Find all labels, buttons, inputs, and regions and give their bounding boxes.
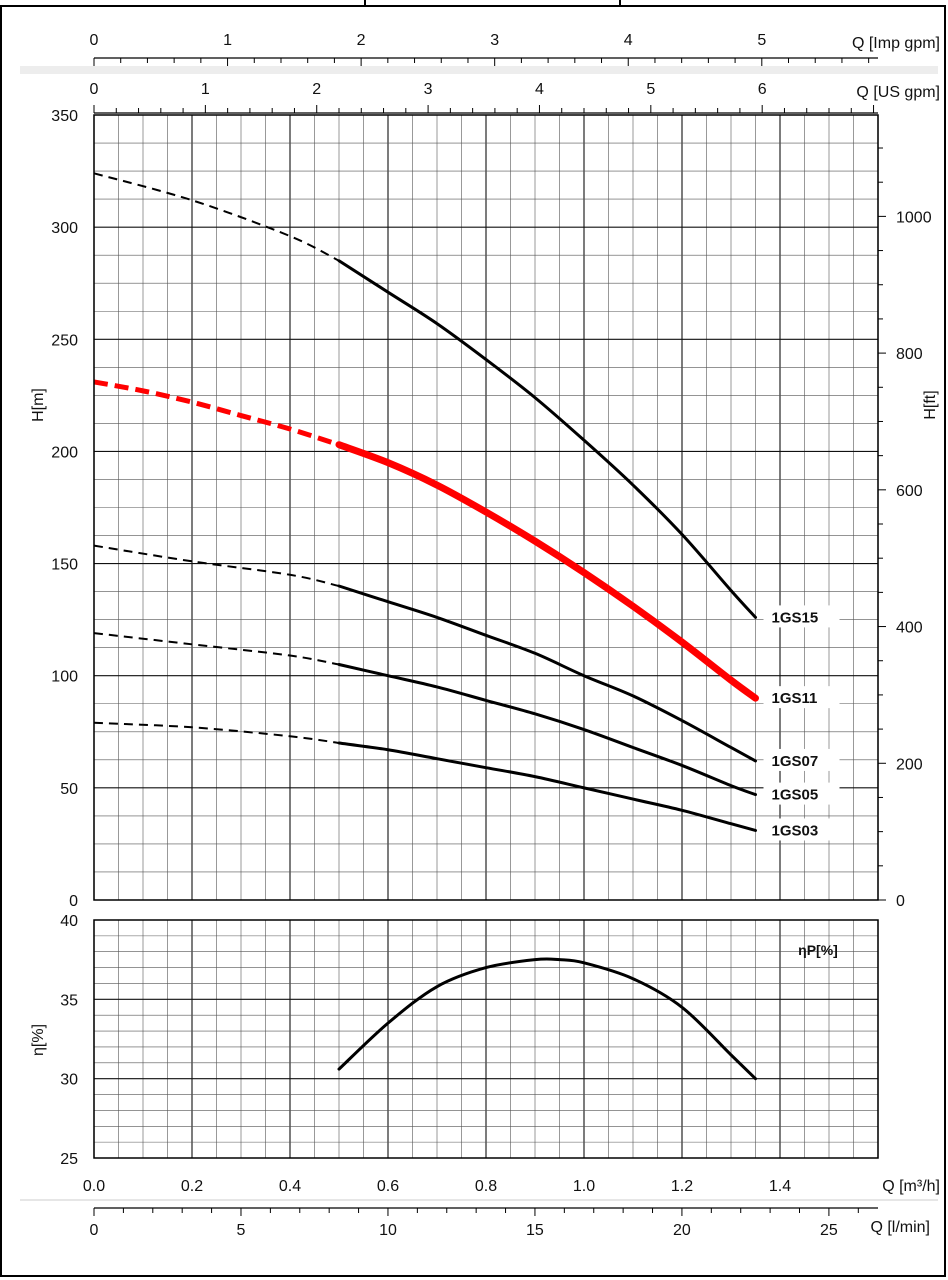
- curve-label-1GS03: 1GS03: [772, 822, 819, 839]
- head-y-tick-label: 50: [60, 781, 78, 798]
- curve-label-bg: [763, 748, 840, 771]
- efficiency-plot-border: [93, 919, 879, 1159]
- curve-label-1GS15: 1GS15: [772, 609, 819, 626]
- head-right-minor-ticks: [878, 147, 886, 901]
- m3h-tick-label: 0.6: [377, 1178, 399, 1195]
- lmin-tick-label: 10: [379, 1222, 397, 1239]
- efficiency-y-tick-label: 30: [60, 1072, 78, 1089]
- secondary-axis-tick-label: 4: [624, 32, 633, 49]
- secondary-axis-tick-label: 0: [90, 32, 99, 49]
- efficiency-y-tick-label: 40: [60, 913, 78, 930]
- efficiency-curve: [337, 957, 757, 1081]
- top-secondary-axes: 0 1 2 3 4 5 Q [Imp gpm] 0 1 2 3 4 5 6 Q [US gpm]: [90, 32, 940, 114]
- head-y-tick-label: 100: [51, 669, 78, 686]
- head-right-y-tick-label: 1000: [896, 209, 932, 226]
- efficiency-y-tick-label: 25: [60, 1151, 78, 1168]
- m3h-tick-label: 1.0: [573, 1178, 595, 1195]
- secondary-axis-tick-label: 5: [757, 32, 766, 49]
- secondary-axis-tick-label: 6: [758, 81, 767, 98]
- outer-frame: [0, 5, 946, 1277]
- head-right-y-tick-label: 600: [896, 483, 923, 500]
- m3h-tick-label: 1.4: [769, 1178, 791, 1195]
- curve-label-bg: [763, 782, 840, 805]
- efficiency-y-tick-labels: 25 30 35 40: [60, 913, 78, 1168]
- head-right-y-tick-label: 400: [896, 620, 923, 637]
- top-axes-band: [20, 66, 938, 74]
- m3h-tick-label: 0.4: [279, 1178, 301, 1195]
- secondary-axis-tick-label: 2: [312, 81, 321, 98]
- curve-1GS05: [337, 663, 757, 797]
- efficiency-grid: [93, 919, 879, 1159]
- head-y-tick-label: 250: [51, 332, 78, 349]
- lmin-tick-label: 15: [526, 1222, 544, 1239]
- curve-1GS05-dashed: [93, 632, 340, 666]
- head-y-tick-labels: 0 50 100 150 200 250 300 350: [51, 108, 78, 910]
- head-y-tick-label: 300: [51, 220, 78, 237]
- secondary-axis-tick-label: 3: [424, 81, 433, 98]
- head-y-tick-label: 200: [51, 444, 78, 461]
- bottom-axes: 0.0 0.2 0.4 0.6 0.8 1.0 1.2 1.4 Q [m³/h] 0 5 10 15 20…: [83, 1178, 940, 1239]
- efficiency-line: [337, 957, 757, 1081]
- secondary-axis-tick-label: 5: [646, 81, 655, 98]
- curve-labels: 1GS15 1GS11 1GS07 1GS05 1GS03: [763, 605, 840, 841]
- imp-gpm-axis-label: Q [Imp gpm]: [852, 35, 940, 52]
- head-right-y-tick-labels: 0 200 400 600 800 1000: [896, 209, 932, 910]
- head-y-tick-label: 150: [51, 557, 78, 574]
- lmin-axis-label: Q [l/min]: [870, 1219, 930, 1236]
- head-right-y-axis-label: H[ft]: [922, 390, 939, 419]
- m3h-tick-label: 1.2: [671, 1178, 693, 1195]
- secondary-axis-tick-label: 1: [201, 81, 210, 98]
- m3h-tick-label: 0.8: [475, 1178, 497, 1195]
- head-curves: [93, 172, 759, 832]
- curve-1GS07: [337, 584, 757, 763]
- curve-1GS03-dashed: [93, 721, 340, 744]
- head-y-tick-label: 0: [69, 893, 78, 910]
- lmin-tick-label: 20: [673, 1222, 691, 1239]
- m3h-tick-label: 0.0: [83, 1178, 105, 1195]
- curve-label-bg: [763, 686, 840, 709]
- curve-label-1GS07: 1GS07: [772, 753, 819, 770]
- head-y-axis-label: H[m]: [30, 388, 47, 422]
- head-grid: [93, 114, 879, 901]
- curve-1GS15: [337, 259, 757, 619]
- curve-label-bg: [763, 605, 840, 628]
- secondary-axis-tick-label: 0: [90, 81, 99, 98]
- head-right-y-tick-label: 200: [896, 756, 923, 773]
- curve-1GS11: [335, 441, 759, 702]
- lmin-tick-label: 25: [820, 1222, 838, 1239]
- head-plot-border: [93, 114, 879, 901]
- secondary-axis-tick-label: 2: [357, 32, 366, 49]
- head-right-y-tick-label: 800: [896, 346, 923, 363]
- curve-label-1GS05: 1GS05: [772, 787, 819, 804]
- curve-label-1GS11: 1GS11: [772, 690, 818, 707]
- secondary-axis-tick-label: 1: [223, 32, 232, 49]
- m3h-axis-label: Q [m³/h]: [882, 1178, 940, 1195]
- efficiency-annotation: ηP[%]: [798, 942, 838, 958]
- us-gpm-axis-label: Q [US gpm]: [856, 84, 940, 101]
- head-right-y-tick-label: 0: [896, 893, 905, 910]
- secondary-axis-tick-label: 3: [490, 32, 499, 49]
- curve-1GS15-dashed: [93, 172, 340, 262]
- lmin-tick-label: 0: [90, 1222, 99, 1239]
- head-y-tick-label: 350: [51, 108, 78, 125]
- curve-1GS11-dashed: [93, 379, 340, 448]
- lmin-tick-label: 5: [237, 1222, 246, 1239]
- curve-1GS07-dashed: [93, 544, 340, 587]
- efficiency-y-axis-label: η[%]: [30, 1024, 47, 1056]
- curve-label-bg: [763, 818, 840, 841]
- curve-1GS03: [337, 741, 757, 832]
- secondary-axis-tick-label: 4: [535, 81, 544, 98]
- m3h-tick-label: 0.2: [181, 1178, 203, 1195]
- efficiency-y-tick-label: 35: [60, 992, 78, 1009]
